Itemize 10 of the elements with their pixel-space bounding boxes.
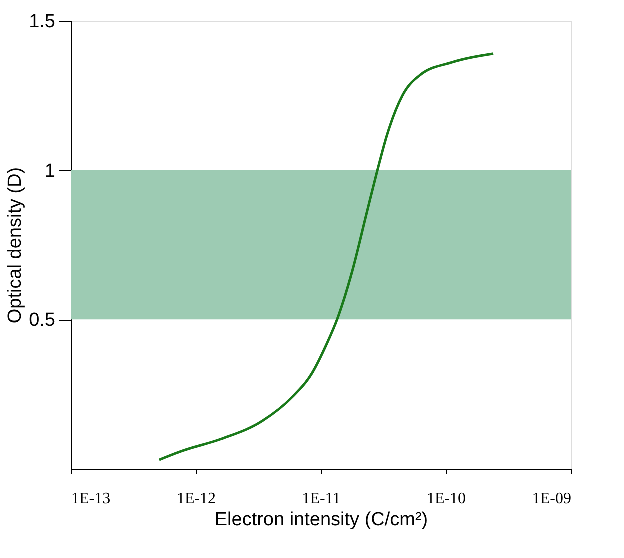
x-tick-label: 1E-13: [72, 490, 111, 508]
x-tick-label: 1E-09: [532, 490, 572, 508]
x-tick-label: 1E-11: [302, 490, 341, 508]
x-axis-title: Electron intensity (C/cm²): [214, 510, 428, 530]
y-tick-label: 1: [44, 160, 56, 182]
y-axis-title: Optical density (D): [5, 167, 26, 324]
x-tick-label: 1E-12: [176, 490, 216, 508]
y-tick-label: 1.5: [29, 12, 56, 32]
y-tick-label: 0.5: [29, 310, 56, 332]
x-tick-label: 1E-10: [426, 490, 466, 508]
